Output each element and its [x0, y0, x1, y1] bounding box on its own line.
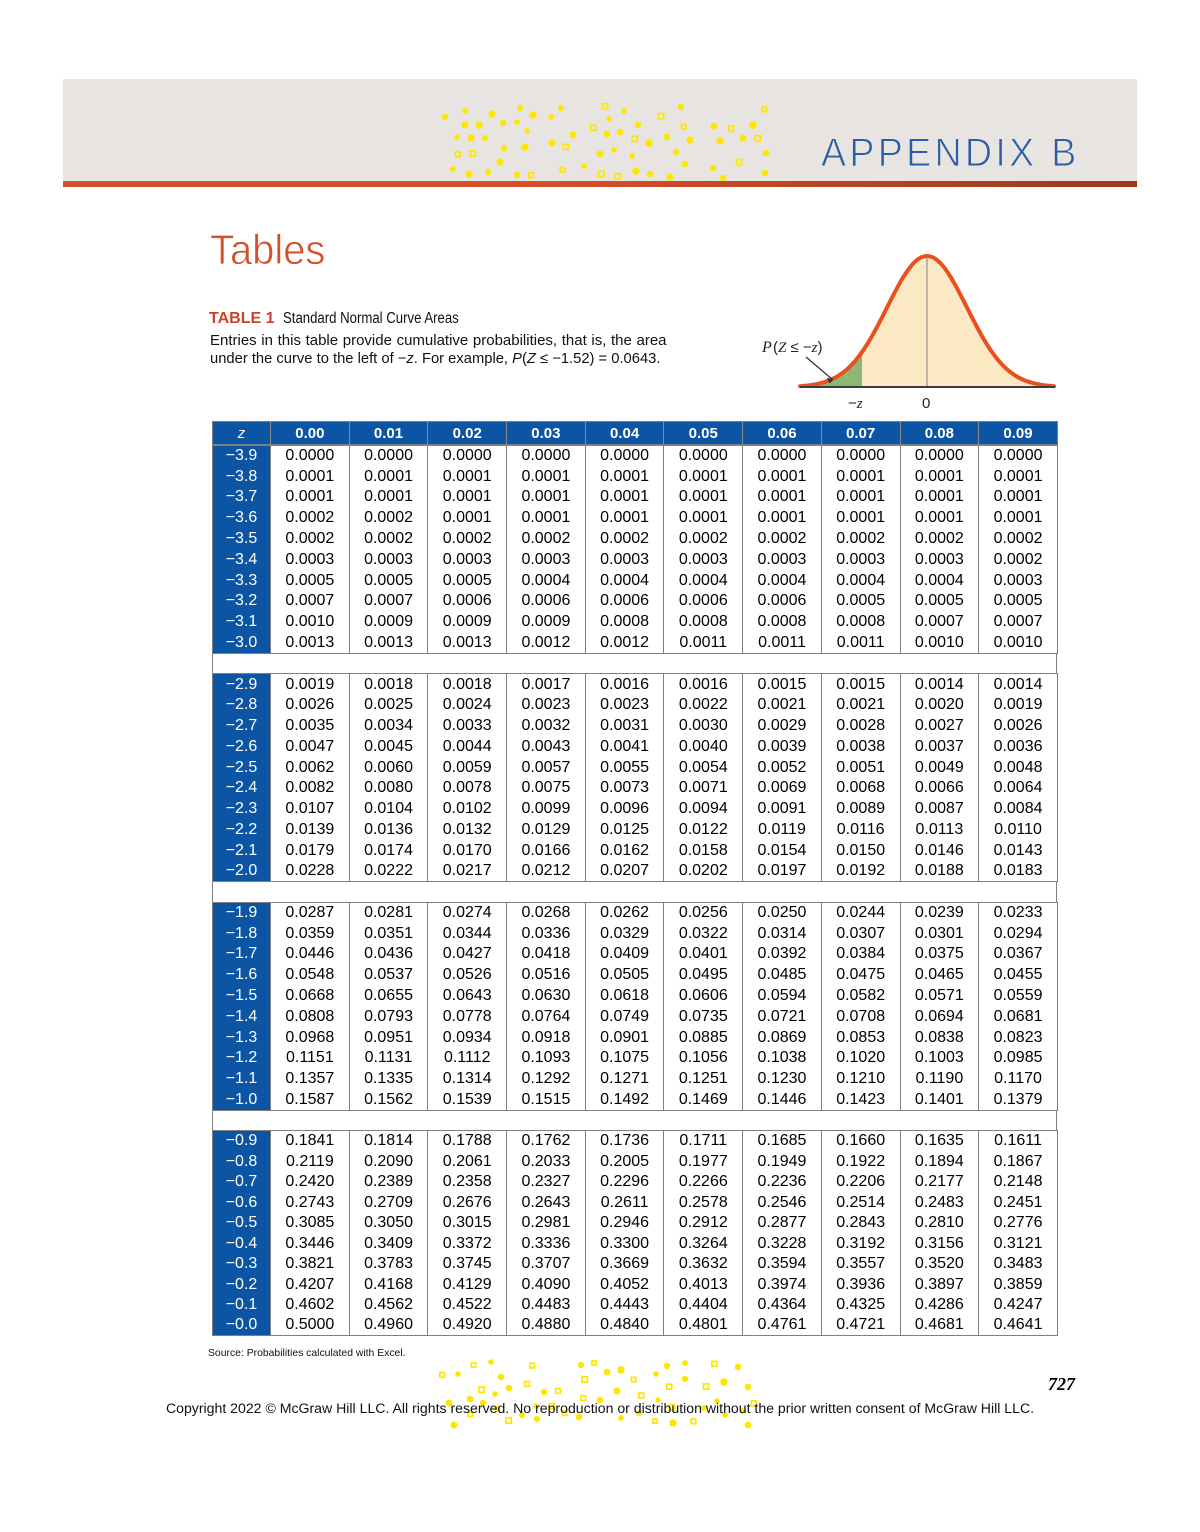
svg-text:P: P — [761, 339, 772, 356]
svg-text:0: 0 — [922, 395, 930, 412]
svg-text:−z: −z — [848, 395, 863, 412]
svg-text:(Z ≤ −z): (Z ≤ −z) — [773, 339, 823, 356]
